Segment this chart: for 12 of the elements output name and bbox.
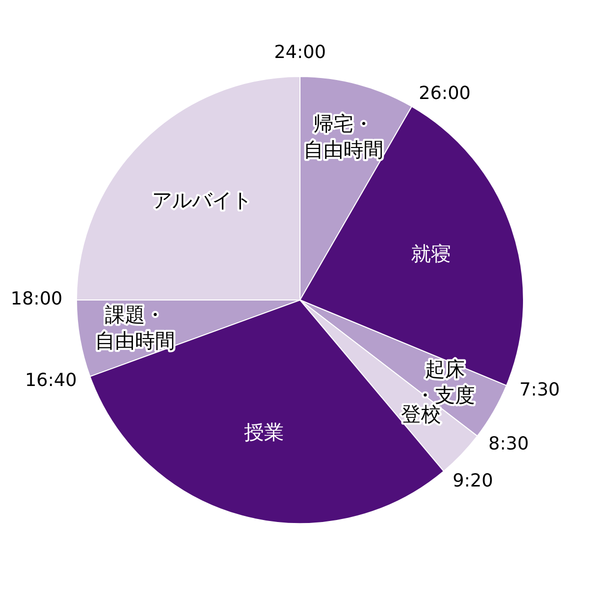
text: 9:20 xyxy=(452,470,494,492)
slice-label: 就寝 xyxy=(411,242,452,266)
text: 7:30 xyxy=(519,380,560,401)
text: 8:30 xyxy=(488,433,529,454)
text: 16:40 xyxy=(24,370,77,391)
slice-label: 授業 xyxy=(244,420,284,444)
slice-label: 帰宅・自由時間 xyxy=(303,111,384,162)
slice-label: アルバイト xyxy=(152,188,252,212)
text: 26:00 xyxy=(418,82,471,104)
text: 24:00 xyxy=(274,42,326,64)
slice-label: 課題・自由時間 xyxy=(94,302,175,352)
text: 18:00 xyxy=(10,288,62,310)
